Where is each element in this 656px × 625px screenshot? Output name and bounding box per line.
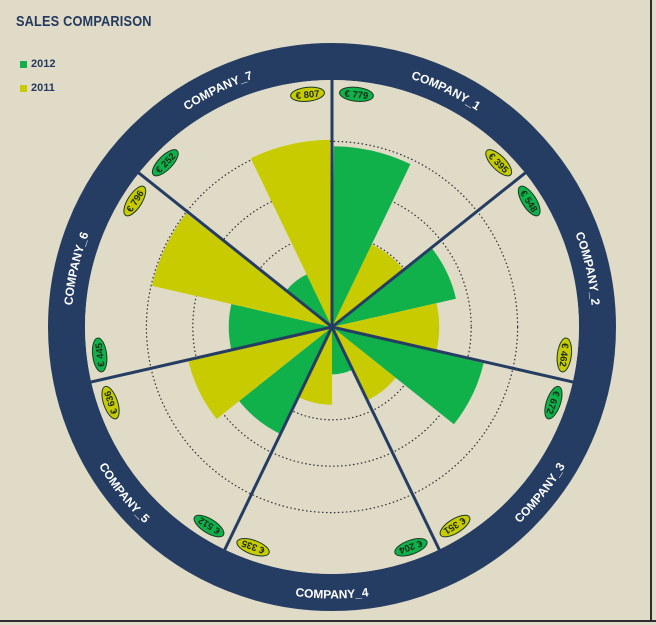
value-badge-2012-company-6-text: € 445 <box>94 342 108 368</box>
value-badge-2011-company-7-bg <box>290 86 325 102</box>
value-badge-2012-company-1-bg <box>339 86 374 102</box>
value-badge-2011-company-2: € 462 <box>556 337 573 373</box>
value-badge-2011-company-2-text: € 462 <box>556 342 570 367</box>
value-badge-2011-company-1-bg <box>485 149 513 177</box>
value-badge-2012-company-6: € 445 <box>91 337 108 373</box>
wedge-2012-company-3 <box>332 327 484 425</box>
wedge-2011-company-6 <box>151 213 332 327</box>
chart-legend: 2012 2011 <box>20 52 55 100</box>
value-badge-2011-company-6-bg <box>123 185 147 217</box>
bottom-border <box>0 620 656 622</box>
legend-label-2011: 2011 <box>31 82 55 94</box>
separator-line <box>56 325 333 392</box>
value-badge-2012-company-3-bg <box>544 385 563 420</box>
value-badge-2011-company-2-bg <box>556 337 573 373</box>
wedge-2011-company-3 <box>332 327 396 400</box>
chart-title: SALES COMPARISON <box>16 13 152 30</box>
wedge-2012-company-2 <box>332 248 456 327</box>
legend-label-2012: 2012 <box>31 58 56 70</box>
legend-item-2012: 2012 <box>20 52 55 76</box>
value-badge-2011-company-4-bg <box>236 538 270 557</box>
right-border <box>650 0 652 622</box>
wedge-2012-company-7 <box>286 274 332 327</box>
value-badge-2012-company-4-bg <box>394 538 428 557</box>
grid-circle <box>192 187 472 467</box>
wedge-2011-company-5 <box>188 327 332 419</box>
separator-line <box>208 326 334 582</box>
separator-line <box>110 150 333 329</box>
value-badge-2011-company-7-text: € 807 <box>295 89 320 102</box>
value-badge-2012-company-5-bg <box>193 514 225 538</box>
separator-line <box>330 326 456 582</box>
value-badge-2011-company-7: € 807 <box>290 86 325 102</box>
legend-swatch-2011 <box>20 84 27 92</box>
wedge-2011-company-2 <box>332 303 440 350</box>
separator-line <box>331 150 554 329</box>
wedge-2012-company-6 <box>228 304 332 349</box>
separator-line <box>331 325 608 392</box>
wedge-2011-company-7 <box>250 139 332 327</box>
value-badge-2011-company-3-bg <box>439 514 471 538</box>
grid-circle <box>145 140 519 514</box>
wedge-2011-company-1 <box>332 244 404 327</box>
value-badge-2012-company-7: € 252 <box>151 149 179 177</box>
wedge-2012-company-1 <box>332 146 411 327</box>
company-label-4: COMPANY_4 <box>295 585 370 601</box>
value-badge-2012-company-1-text: € 779 <box>344 89 369 102</box>
value-badge-2011-company-5-bg <box>101 385 120 420</box>
legend-swatch-2012 <box>20 60 27 68</box>
value-badge-2012-company-2-bg <box>517 185 541 217</box>
value-badge-2012-company-7-bg <box>151 149 179 177</box>
value-badge-2012-company-1: € 779 <box>339 86 374 102</box>
value-badge-2012-company-6-bg <box>91 337 108 373</box>
legend-item-2011: 2011 <box>20 76 55 100</box>
wedge-2012-company-5 <box>239 327 332 434</box>
